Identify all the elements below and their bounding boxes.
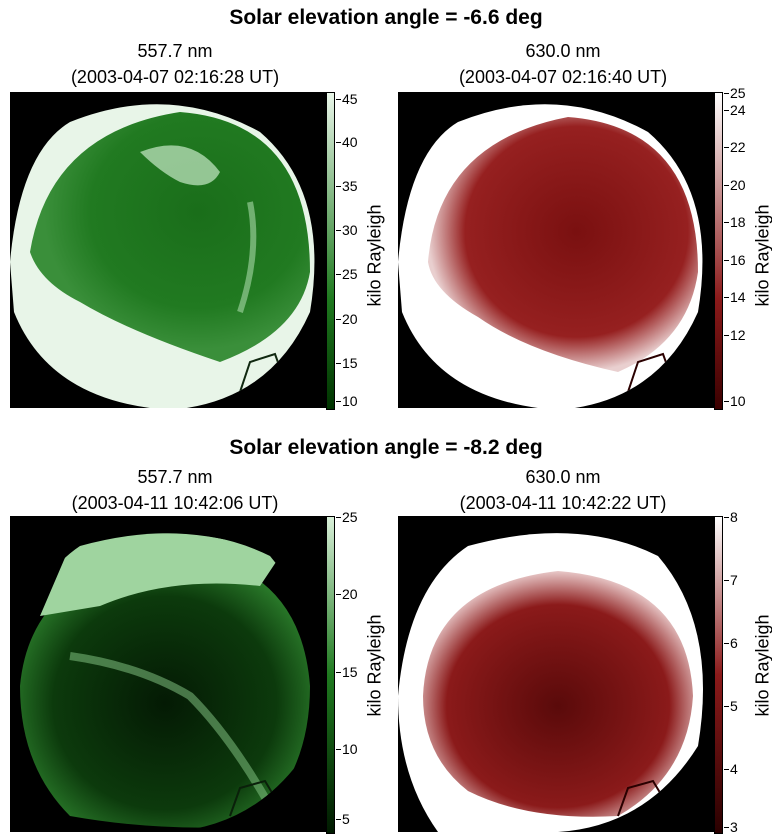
row2-left-wavelength: 557.7 nm: [5, 466, 345, 488]
tick: 20: [730, 178, 746, 192]
row1-right-timestamp: (2003-04-07 02:16:40 UT): [393, 66, 733, 88]
tick: 30: [342, 223, 358, 237]
tick: 18: [730, 215, 746, 229]
tick: 35: [342, 179, 358, 193]
tick: 40: [342, 135, 358, 149]
allsky-image-630-row2: [398, 516, 714, 832]
tick: 20: [342, 587, 358, 601]
tick: 7: [730, 573, 738, 587]
colorbar-557-row2: [326, 516, 335, 834]
tick: 16: [730, 253, 746, 267]
tick: 25: [342, 267, 358, 281]
row2-left-timestamp: (2003-04-11 10:42:06 UT): [5, 492, 345, 514]
colorbar-label-557-row2: kilo Rayleigh: [365, 611, 386, 721]
tick: 8: [730, 510, 738, 524]
allsky-image-630-row1: [398, 92, 714, 408]
colorbar-label-557-row1: kilo Rayleigh: [365, 201, 386, 311]
tick: 22: [730, 140, 746, 154]
row1-right-wavelength: 630.0 nm: [393, 40, 733, 62]
tick: 5: [342, 812, 350, 826]
row1-left-wavelength: 557.7 nm: [5, 40, 345, 62]
tick: 10: [730, 394, 746, 408]
tick: 15: [342, 356, 358, 370]
tick: 25: [342, 510, 358, 524]
colorbar-630-row2: [714, 516, 723, 834]
tick: 10: [342, 742, 358, 756]
row2-title: Solar elevation angle = -8.2 deg: [0, 436, 772, 460]
allsky-image-557-row1: [10, 92, 326, 408]
tick: 5: [730, 699, 738, 713]
tick: 15: [342, 665, 358, 679]
tick: 4: [730, 762, 738, 776]
tick: 20: [342, 312, 358, 326]
tick: 6: [730, 636, 738, 650]
colorbar-557-row1: [326, 92, 335, 410]
tick: 10: [342, 394, 358, 408]
tick: 45: [342, 92, 358, 106]
row2-right-wavelength: 630.0 nm: [393, 466, 733, 488]
row1-title: Solar elevation angle = -6.6 deg: [0, 6, 772, 30]
tick: 12: [730, 328, 746, 342]
allsky-image-557-row2: [10, 516, 326, 832]
tick: 24: [730, 103, 746, 117]
row1-left-timestamp: (2003-04-07 02:16:28 UT): [5, 66, 345, 88]
tick: 25: [730, 86, 746, 100]
row2-right-timestamp: (2003-04-11 10:42:22 UT): [393, 492, 733, 514]
tick: 14: [730, 290, 746, 304]
colorbar-label-630-row2: kilo Rayleigh: [753, 611, 772, 721]
colorbar-label-630-row1: kilo Rayleigh: [753, 201, 772, 311]
colorbar-630-row1: [714, 92, 723, 410]
